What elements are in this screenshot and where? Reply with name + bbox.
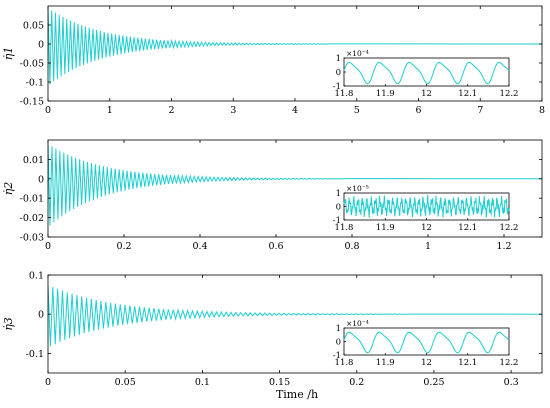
inset-x-tick-label: 12 xyxy=(421,358,432,368)
inset-frame xyxy=(343,57,510,87)
inset-1: 11.8 11.9 12 12.1 12.2 1 0 -1 ×10⁻⁴ xyxy=(333,49,519,99)
x-tick-label: 1 xyxy=(107,105,113,116)
inset-exponent-label: ×10⁻⁵ xyxy=(346,184,369,193)
signal-line-1 xyxy=(48,7,542,85)
inset-y-tick-label: -1 xyxy=(333,216,341,226)
inset-x-tick-label: 12.1 xyxy=(458,358,477,368)
x-tick-label: 0.25 xyxy=(423,377,444,388)
x-tick-label: 0 xyxy=(45,241,51,252)
inset-y-tick-label: -1 xyxy=(333,82,341,92)
inset-x-tick-label: 12.1 xyxy=(458,223,477,233)
inset-y-tick-label: 0 xyxy=(336,203,341,213)
x-tick-label: 0.15 xyxy=(269,377,290,388)
x-tick-label: 6 xyxy=(415,105,421,116)
y-tick-label: 0 xyxy=(38,310,44,321)
x-tick-label: 2 xyxy=(168,105,174,116)
inset-signal-line xyxy=(343,331,510,354)
x-tick-label: 0.1 xyxy=(195,377,210,388)
y-tick-label: 0 xyxy=(38,40,44,51)
y-tick-label: -0.03 xyxy=(20,233,44,244)
signal-line-2 xyxy=(48,143,542,226)
inset-x-tick-label: 12.2 xyxy=(500,89,519,99)
inset-signal-line xyxy=(343,61,510,85)
x-tick-label: 0.4 xyxy=(192,241,207,252)
inset-x-tick-label: 12.2 xyxy=(500,223,519,233)
inset-x-tick-label: 11.9 xyxy=(376,358,395,368)
axes-frame-3 xyxy=(47,274,543,374)
y-tick-label: -0.1 xyxy=(26,349,44,360)
y-tick-label: 0.05 xyxy=(23,21,44,32)
inset-x-tick-label: 12 xyxy=(421,223,432,233)
x-tick-label: 0.2 xyxy=(349,377,364,388)
inset-exponent-label: ×10⁻⁴ xyxy=(346,319,369,328)
x-tick-label: 0.05 xyxy=(115,377,136,388)
x-tick-label: 0.6 xyxy=(268,241,283,252)
panel-3: 0 0.05 0.1 0.15 0.2 0.25 0.30.10-0.1η̇311.8 11.… xyxy=(2,271,543,388)
inset-y-tick-label: 0 xyxy=(336,68,341,78)
y-axis-label: η̇1 xyxy=(2,47,15,61)
y-tick-label: -0.02 xyxy=(20,213,44,224)
y-tick-label: 0.01 xyxy=(23,155,44,166)
y-tick-label: 0 xyxy=(38,174,44,185)
y-axis-label: η̇2 xyxy=(2,182,15,196)
y-tick-label: 0.1 xyxy=(29,271,44,282)
x-tick-label: 5 xyxy=(354,105,360,116)
inset-x-tick-label: 12.2 xyxy=(500,358,519,368)
x-tick-label: 4 xyxy=(292,105,298,116)
inset-x-tick-label: 11.8 xyxy=(335,358,354,368)
inset-signal-line xyxy=(343,194,510,218)
y-tick-label: -0.01 xyxy=(20,194,44,205)
x-tick-label: 3 xyxy=(230,105,236,116)
inset-y-tick-label: 1 xyxy=(336,189,341,199)
signal-line-3 xyxy=(48,284,542,347)
inset-y-tick-label: -1 xyxy=(333,351,341,361)
x-tick-label: 8 xyxy=(539,105,545,116)
inset-x-tick-label: 11.9 xyxy=(376,223,395,233)
x-tick-label: 0 xyxy=(45,105,51,116)
inset-2: 11.8 11.9 12 12.1 12.2 1 0 -1 ×10⁻⁵ xyxy=(333,184,519,233)
x-axis-label: Time /h xyxy=(276,388,318,401)
inset-y-tick-label: 1 xyxy=(336,54,341,64)
x-tick-label: 1.2 xyxy=(496,241,511,252)
axes-frame-1 xyxy=(47,5,543,102)
inset-exponent-label: ×10⁻⁴ xyxy=(346,49,369,58)
inset-y-tick-label: 1 xyxy=(336,324,341,334)
inset-x-tick-label: 12.1 xyxy=(458,89,477,99)
y-tick-label: -0.05 xyxy=(20,59,44,70)
x-tick-label: 0.3 xyxy=(504,377,519,388)
inset-x-tick-label: 12 xyxy=(421,89,432,99)
inset-x-tick-label: 11.8 xyxy=(335,89,354,99)
x-tick-label: 0.8 xyxy=(344,241,359,252)
x-tick-label: 0 xyxy=(45,377,51,388)
y-tick-label: -0.15 xyxy=(20,97,44,108)
inset-x-tick-label: 11.8 xyxy=(335,223,354,233)
inset-frame xyxy=(343,327,510,356)
x-tick-label: 1 xyxy=(425,241,431,252)
panel-2: 0 0.2 0.4 0.6 0.8 1 1.2 0.01 0 -0.01 -0.02 -0.03 η̇2… xyxy=(2,139,543,252)
y-axis-label: η̇3 xyxy=(2,317,15,331)
inset-y-tick-label: 0 xyxy=(336,338,341,348)
axes-frame-2 xyxy=(47,139,543,238)
inset-x-tick-label: 11.9 xyxy=(376,89,395,99)
x-tick-label: 7 xyxy=(477,105,483,116)
y-tick-label: -0.1 xyxy=(26,78,44,89)
x-tick-label: 0.2 xyxy=(116,241,131,252)
inset-3: 11.8 11.9 12 12.1 12.2 1 0 -1 ×10⁻⁴ xyxy=(333,319,519,368)
